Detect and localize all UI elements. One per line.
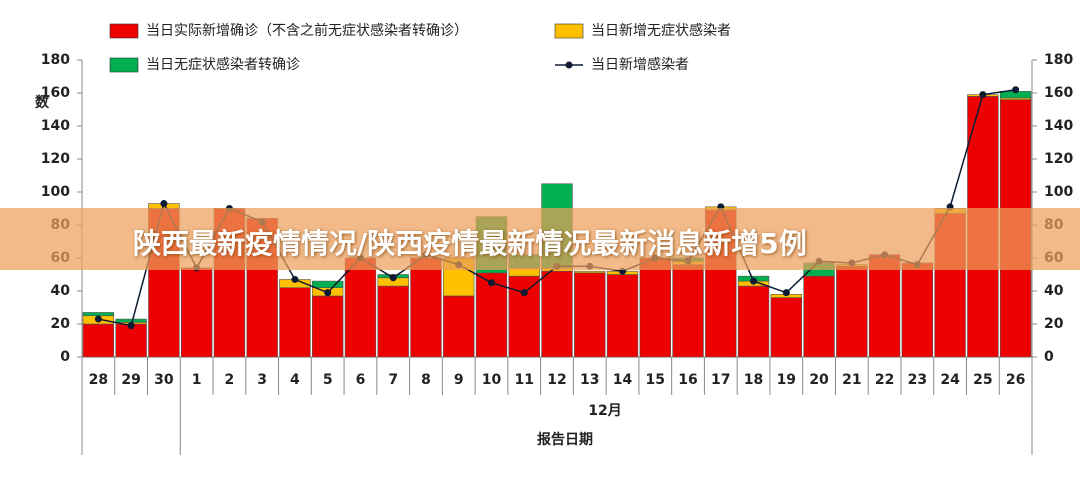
bar-segment (410, 257, 442, 358)
line-point (291, 275, 299, 283)
bar-segment (279, 287, 311, 358)
x-tick-label: 26 (1006, 372, 1025, 388)
line-point (1012, 86, 1020, 94)
x-tick-label: 18 (744, 372, 763, 388)
x-tick-label: 12 (547, 372, 566, 388)
bar-segment (312, 295, 344, 358)
y-tick-label: 160 (41, 85, 70, 101)
legend-label: 当日新增无症状感染者 (591, 22, 731, 39)
y-tick-label: 20 (51, 316, 71, 332)
x-tick-label: 15 (646, 372, 665, 388)
bar-segment (443, 295, 475, 358)
x-tick-label: 5 (323, 372, 333, 388)
line-point (520, 289, 528, 297)
line-point (750, 277, 758, 285)
y-tick-label: 120 (41, 151, 70, 167)
bar-segment (574, 270, 606, 274)
banner (0, 208, 1080, 270)
line-point (324, 289, 332, 297)
x-tick-label: 9 (454, 372, 464, 388)
legend-label: 当日新增感染者 (591, 56, 689, 73)
y-tick-label: 100 (41, 184, 70, 200)
x-tick-label: 21 (842, 372, 861, 388)
bar-segment (836, 265, 868, 358)
x-tick-label: 20 (809, 372, 829, 388)
bar-segment (82, 312, 115, 317)
y-tick-label: 0 (60, 349, 70, 365)
y2-tick-label: 120 (1044, 151, 1073, 167)
line-point (160, 200, 168, 208)
x-tick-label: 19 (777, 372, 796, 388)
x-tick-label: 28 (89, 372, 108, 388)
bar-segment (737, 285, 770, 358)
y2-tick-label: 100 (1044, 184, 1073, 200)
bar-segment (180, 267, 213, 358)
x-tick-label: 7 (388, 372, 398, 388)
x-tick-label: 11 (514, 372, 533, 388)
bar-segment (868, 254, 901, 358)
legend-swatch (109, 23, 139, 39)
y-tick-label: 140 (41, 118, 70, 134)
bar-segment (639, 257, 671, 358)
y2-tick-label: 40 (1044, 283, 1064, 299)
x-tick-label: 30 (154, 372, 174, 388)
y2-tick-label: 180 (1044, 52, 1073, 68)
bar-segment (312, 280, 344, 289)
y-tick-label: 40 (51, 283, 71, 299)
bar-segment (541, 270, 573, 358)
line-point (979, 91, 987, 99)
x-group-label: 12月 (588, 403, 621, 419)
bar-segment (344, 257, 377, 358)
bar-segment (115, 323, 147, 358)
x-tick-label: 17 (711, 372, 730, 388)
banner-text: 陕西最新疫情情况/陕西疫情最新情况最新消息新增5例 (133, 227, 807, 260)
line-point (127, 322, 135, 330)
bar-segment (508, 275, 540, 358)
legend-swatch (109, 57, 139, 73)
x-tick-label: 13 (580, 372, 599, 388)
y-axis-label: 数 (35, 94, 50, 111)
x-tick-label: 6 (356, 372, 366, 388)
x-tick-label: 2 (225, 372, 235, 388)
x-tick-label: 3 (257, 372, 267, 388)
legend-swatch (554, 23, 584, 39)
legend-swatch (565, 61, 573, 69)
y2-tick-label: 160 (1044, 85, 1073, 101)
x-tick-label: 16 (678, 372, 697, 388)
x-tick-label: 22 (875, 372, 894, 388)
x-axis-label: 报告日期 (537, 431, 593, 448)
legend-label: 当日无症状感染者转确诊 (146, 56, 300, 73)
y2-tick-label: 20 (1044, 316, 1064, 332)
x-tick-label: 25 (973, 372, 992, 388)
legend-label: 当日实际新增确诊（不含之前无症状感染者转确诊） (146, 22, 468, 39)
y-tick-label: 180 (41, 52, 70, 68)
x-tick-label: 24 (940, 372, 960, 388)
y2-tick-label: 140 (1044, 118, 1073, 134)
bar-segment (770, 297, 802, 358)
bar-segment (574, 272, 606, 358)
x-tick-label: 8 (421, 372, 431, 388)
bar-segment (901, 262, 934, 358)
y2-tick-label: 0 (1044, 349, 1054, 365)
x-tick-label: 10 (482, 372, 502, 388)
line-point (94, 315, 102, 323)
x-tick-label: 29 (121, 372, 140, 388)
bar-segment (803, 275, 835, 358)
bar-segment (672, 264, 704, 358)
x-tick-label: 1 (192, 372, 202, 388)
bar-segment (82, 323, 115, 358)
bar-segment (377, 285, 409, 358)
x-tick-label: 23 (908, 372, 927, 388)
x-tick-label: 4 (290, 372, 300, 388)
bar-segment (606, 274, 639, 358)
bar-segment (115, 318, 147, 323)
x-tick-label: 14 (613, 372, 633, 388)
line-point (782, 289, 790, 297)
line-point (389, 274, 397, 282)
line-point (487, 279, 495, 287)
bar-segment (475, 272, 508, 358)
